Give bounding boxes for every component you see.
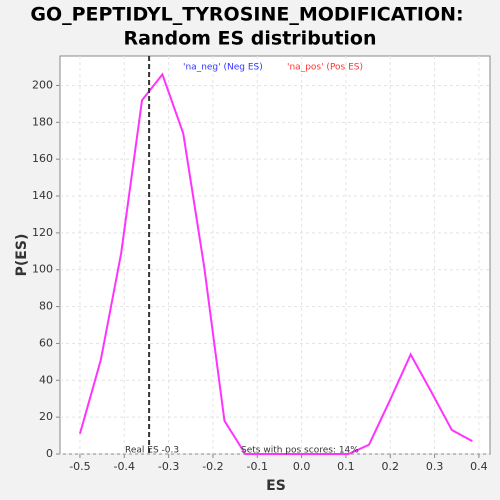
series-line: [78, 72, 473, 455]
y-tick-label: 40: [39, 373, 53, 386]
x-axis-label: ES: [266, 478, 286, 494]
chart-title: GO_PEPTIDYL_TYROSINE_MODIFICATION:: [30, 4, 463, 26]
y-tick-label: 100: [32, 263, 53, 276]
x-tick-label: 0.0: [293, 460, 311, 473]
y-tick-label: 160: [32, 152, 53, 165]
y-tick-label: 0: [46, 447, 53, 460]
y-tick-label: 140: [32, 189, 53, 202]
x-tick-label: -0.1: [247, 460, 268, 473]
y-tick-label: 60: [39, 336, 53, 349]
x-tick-label: 0.3: [426, 460, 444, 473]
y-tick-label: 80: [39, 300, 53, 313]
y-tick-label: 180: [32, 115, 53, 128]
annotation: Real ES -0.3: [125, 446, 179, 456]
y-axis-label: P(ES): [14, 234, 30, 277]
y-tick-label: 20: [39, 410, 53, 423]
legend-entry: 'na_neg' (Neg ES): [183, 63, 263, 73]
plot-area: [59, 55, 491, 455]
x-tick-label: 0.4: [470, 460, 488, 473]
x-tick-label: 0.1: [337, 460, 355, 473]
x-tick-label: -0.4: [114, 460, 135, 473]
y-tick-label: 200: [32, 78, 53, 91]
x-tick-label: -0.5: [69, 460, 90, 473]
x-tick-label: -0.3: [158, 460, 179, 473]
chart-title: Random ES distribution: [123, 28, 376, 50]
legend-entry: 'na_pos' (Pos ES): [287, 63, 363, 73]
x-tick-label: 0.2: [382, 460, 400, 473]
y-tick-label: 120: [32, 226, 53, 239]
x-tick-label: -0.2: [202, 460, 223, 473]
annotation: Sets with pos scores: 14%: [241, 446, 359, 456]
